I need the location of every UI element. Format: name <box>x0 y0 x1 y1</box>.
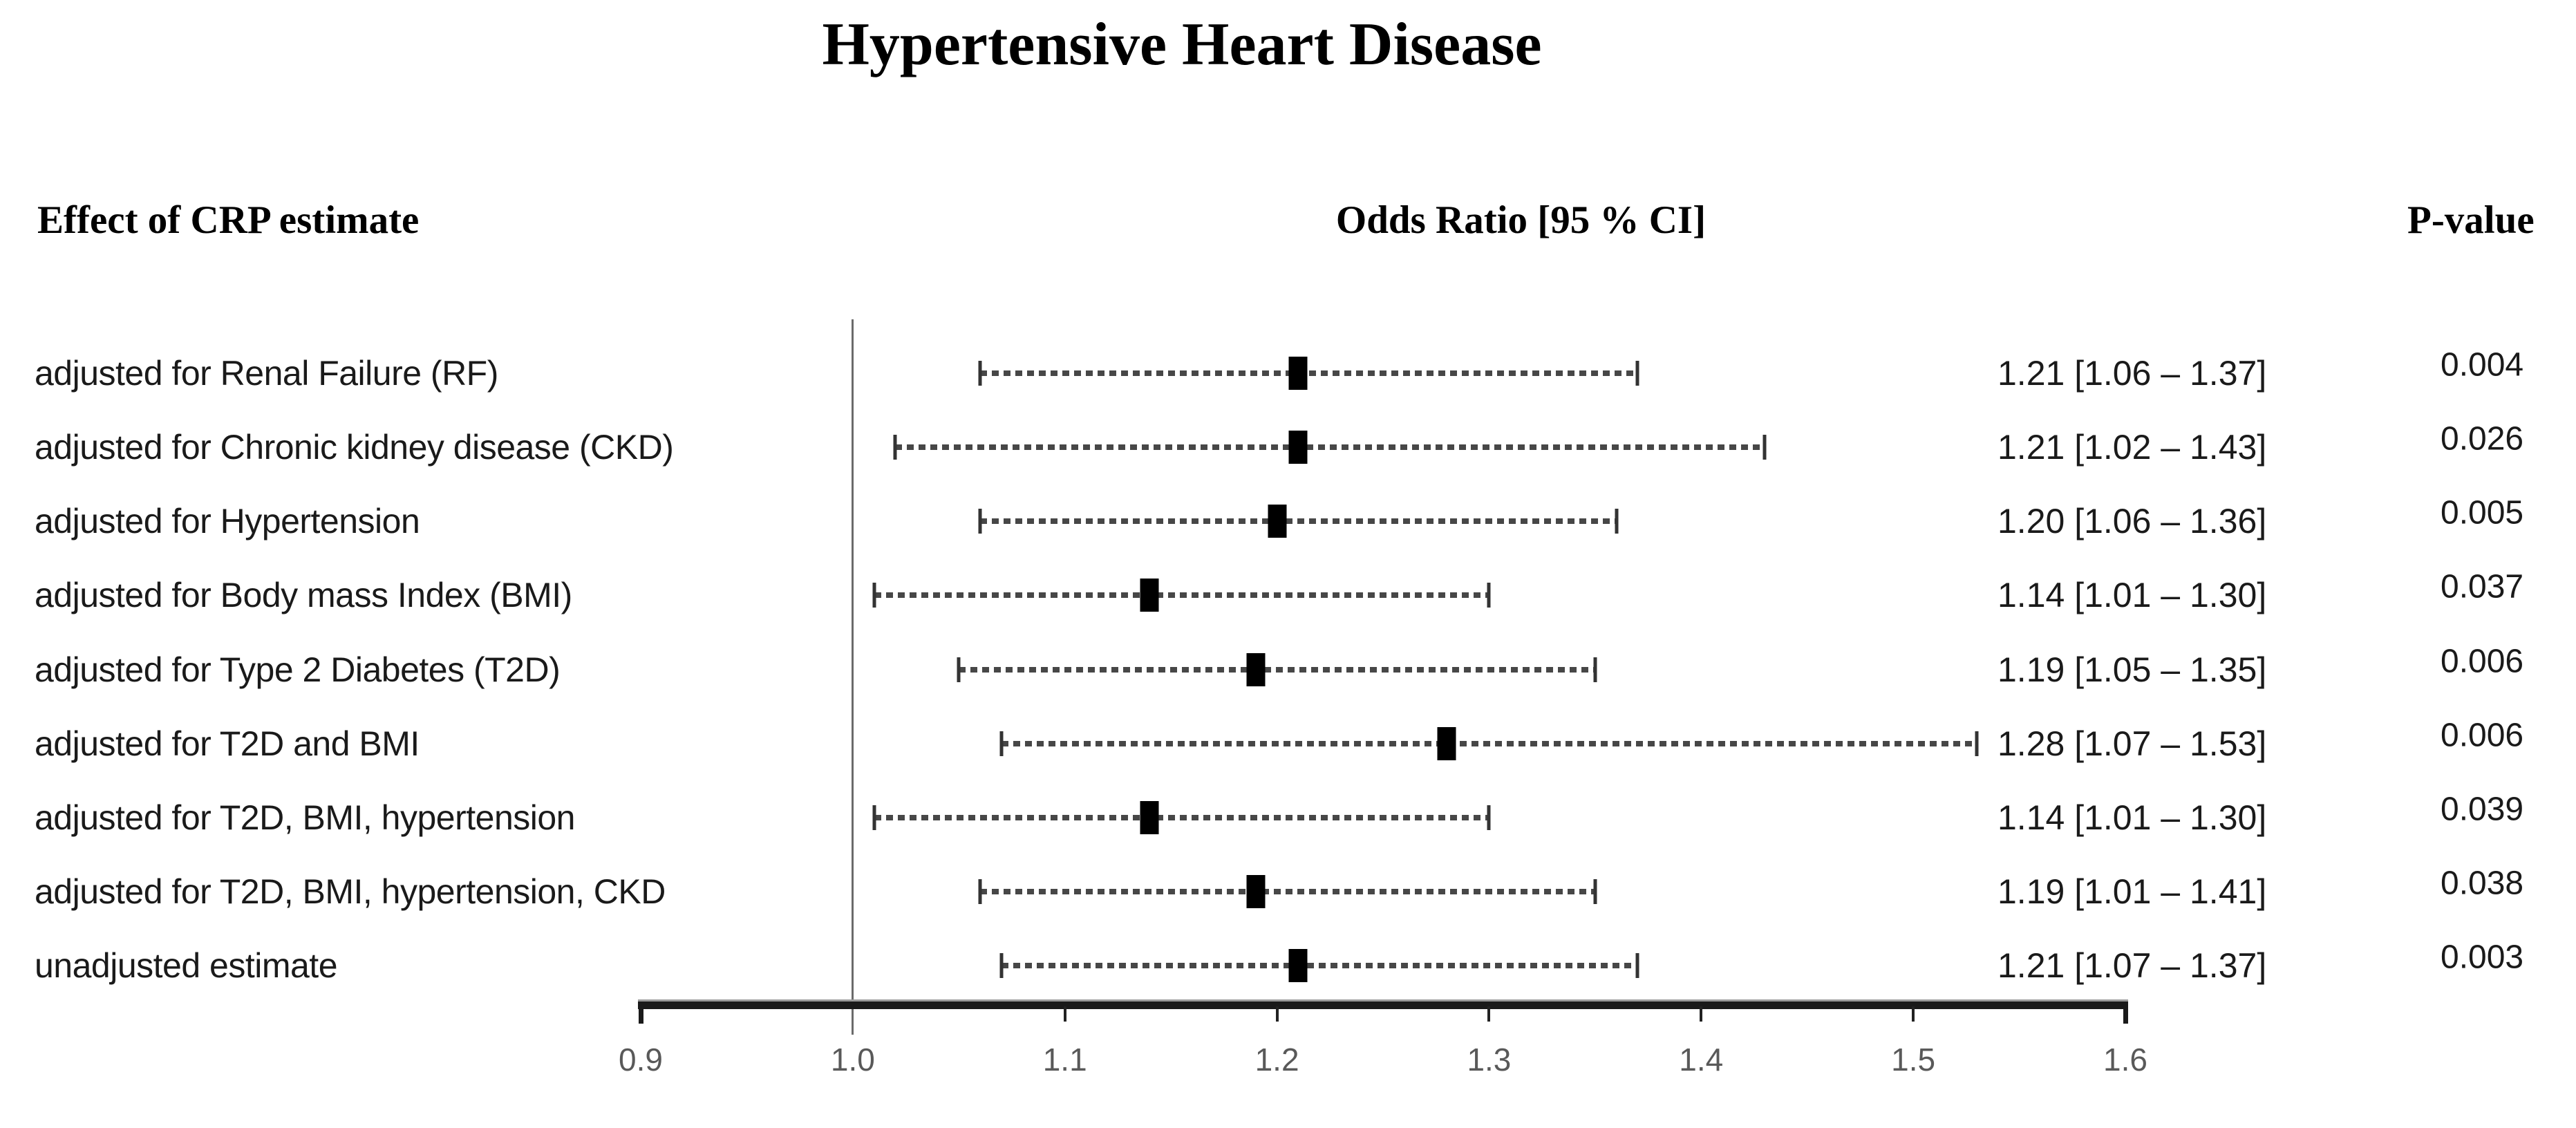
ci-cap-high <box>1487 805 1491 830</box>
row-label: adjusted for Type 2 Diabetes (T2D) <box>35 650 561 689</box>
odds-ratio-marker <box>1246 653 1266 686</box>
ci-whisker <box>979 518 1617 524</box>
row-label: adjusted for Body mass Index (BMI) <box>35 576 572 614</box>
ci-cap-low <box>978 879 982 904</box>
odds-ratio-marker <box>1288 949 1308 982</box>
x-axis-endcap <box>2123 1002 2128 1024</box>
x-axis-tick <box>1063 1006 1066 1022</box>
x-axis-tick <box>1275 1006 1279 1022</box>
ci-cap-high <box>1635 953 1639 978</box>
x-axis-tick-label: 1.2 <box>1254 1042 1299 1078</box>
ci-cap-high <box>1635 361 1639 386</box>
ci-whisker <box>979 889 1595 894</box>
ci-cap-low <box>957 657 961 682</box>
x-axis-tick-label: 0.9 <box>619 1042 663 1078</box>
x-axis-tick-label: 1.5 <box>1891 1042 1936 1078</box>
ci-cap-low <box>893 435 897 460</box>
odds-ratio-value: 1.21 [1.06 – 1.37] <box>1997 354 2267 393</box>
ci-cap-low <box>999 731 1004 756</box>
ci-cap-high <box>1593 657 1597 682</box>
x-axis-tick-label: 1.4 <box>1679 1042 1724 1078</box>
ci-cap-low <box>872 805 876 830</box>
row-label: adjusted for T2D and BMI <box>35 724 420 763</box>
ci-cap-high <box>1615 509 1619 534</box>
row-label: adjusted for Chronic kidney disease (CKD… <box>35 428 674 467</box>
chart-title: Hypertensive Heart Disease <box>822 11 1542 78</box>
x-axis-tick <box>1912 1006 1915 1022</box>
row-label: adjusted for T2D, BMI, hypertension <box>35 798 576 837</box>
x-axis-endcap <box>638 1002 643 1024</box>
odds-ratio-value: 1.21 [1.02 – 1.43] <box>1997 428 2267 467</box>
ci-cap-high <box>1975 731 1979 756</box>
odds-ratio-value: 1.14 [1.01 – 1.30] <box>1997 798 2267 837</box>
odds-ratio-value: 1.14 [1.01 – 1.30] <box>1997 576 2267 614</box>
p-value: 0.006 <box>2441 643 2524 680</box>
odds-ratio-value: 1.28 [1.07 – 1.53] <box>1997 724 2267 763</box>
p-value: 0.006 <box>2441 717 2524 754</box>
odds-ratio-marker <box>1246 875 1266 908</box>
p-value: 0.037 <box>2441 568 2524 605</box>
odds-ratio-value: 1.20 [1.06 – 1.36] <box>1997 502 2267 540</box>
ci-whisker <box>895 444 1765 450</box>
p-value: 0.003 <box>2441 939 2524 976</box>
reference-line-1-0 <box>852 319 854 1035</box>
column-header-effect: Effect of CRP estimate <box>37 198 420 242</box>
p-value: 0.026 <box>2441 420 2524 458</box>
ci-whisker <box>979 370 1638 376</box>
ci-cap-high <box>1762 435 1767 460</box>
p-value: 0.004 <box>2441 346 2524 384</box>
ci-whisker <box>1001 741 1977 746</box>
x-axis-tick-label: 1.1 <box>1042 1042 1087 1078</box>
odds-ratio-marker <box>1268 505 1287 538</box>
x-axis-tick-label: 1.6 <box>2103 1042 2147 1078</box>
column-header-p-value: P-value <box>2407 198 2535 242</box>
x-axis-line <box>638 999 2128 1009</box>
ci-cap-low <box>978 361 982 386</box>
row-label: unadjusted estimate <box>35 946 338 985</box>
odds-ratio-marker <box>1140 801 1159 834</box>
ci-cap-high <box>1487 583 1491 608</box>
ci-whisker <box>874 592 1489 598</box>
x-axis-tick-label: 1.0 <box>830 1042 875 1078</box>
x-axis-tick <box>1700 1006 1703 1022</box>
x-axis-tick-label: 1.3 <box>1467 1042 1512 1078</box>
odds-ratio-marker <box>1140 579 1159 612</box>
odds-ratio-marker <box>1288 357 1308 390</box>
ci-cap-high <box>1593 879 1597 904</box>
row-label: adjusted for Renal Failure (RF) <box>35 354 498 393</box>
row-label: adjusted for T2D, BMI, hypertension, CKD <box>35 872 666 911</box>
row-label: adjusted for Hypertension <box>35 502 420 540</box>
p-value: 0.038 <box>2441 865 2524 902</box>
odds-ratio-value: 1.21 [1.07 – 1.37] <box>1997 946 2267 985</box>
ci-whisker <box>1001 963 1638 968</box>
odds-ratio-marker <box>1437 727 1456 760</box>
odds-ratio-value: 1.19 [1.01 – 1.41] <box>1997 872 2267 911</box>
ci-cap-low <box>999 953 1004 978</box>
ci-cap-low <box>978 509 982 534</box>
column-header-odds-ratio: Odds Ratio [95 % CI] <box>1335 198 1707 242</box>
p-value: 0.039 <box>2441 791 2524 828</box>
p-value: 0.005 <box>2441 494 2524 532</box>
ci-whisker <box>959 667 1595 673</box>
ci-cap-low <box>872 583 876 608</box>
x-axis-tick <box>1487 1006 1491 1022</box>
odds-ratio-marker <box>1288 431 1308 464</box>
odds-ratio-value: 1.19 [1.05 – 1.35] <box>1997 650 2267 689</box>
ci-whisker <box>874 815 1489 820</box>
